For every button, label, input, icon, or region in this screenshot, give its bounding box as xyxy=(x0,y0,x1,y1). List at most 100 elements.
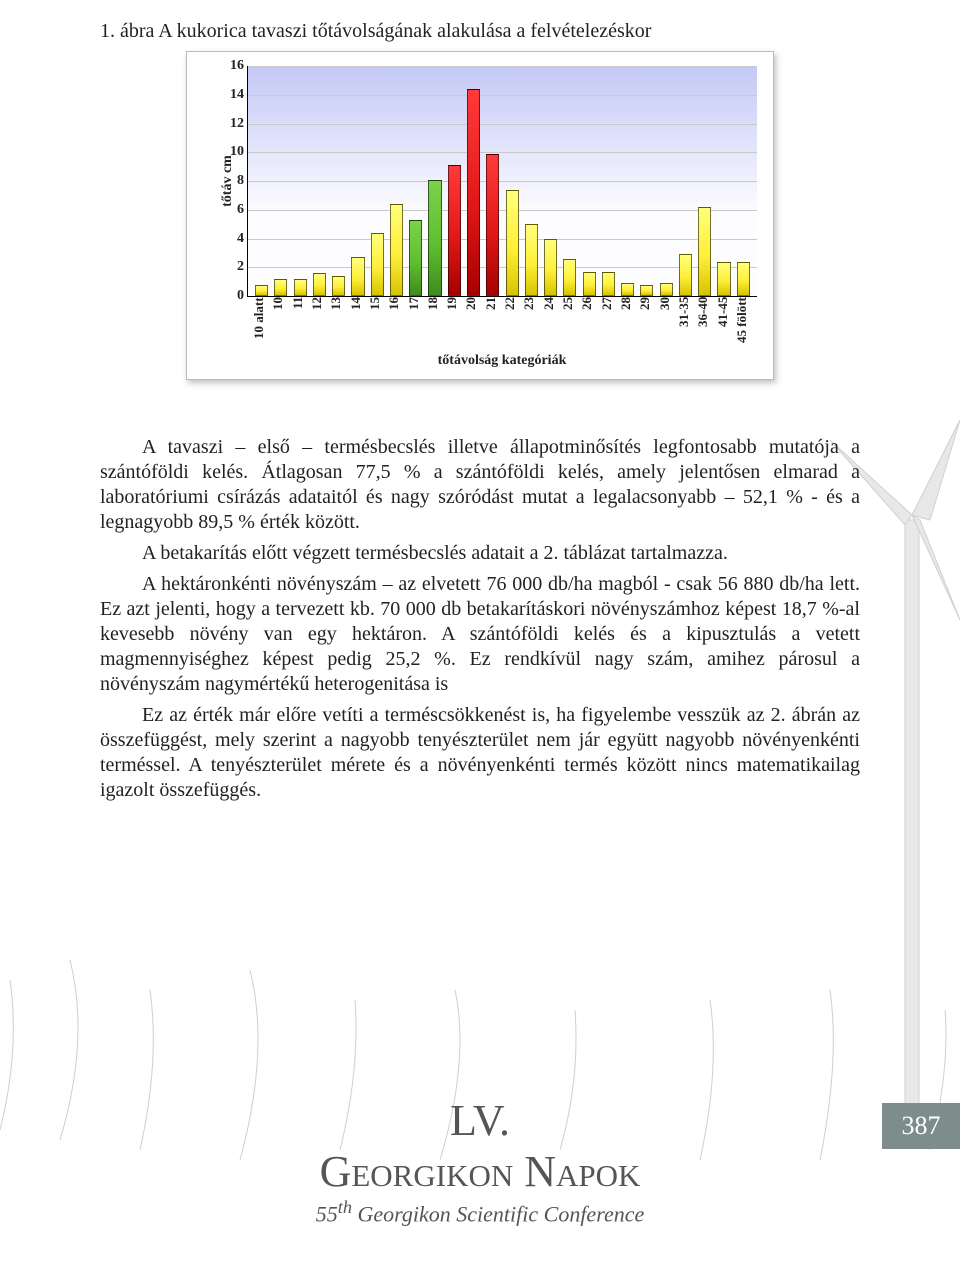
chart-bar-slot xyxy=(387,66,406,296)
chart-bar xyxy=(313,273,326,296)
chart-bar xyxy=(563,259,576,296)
paragraph: A tavaszi – első – termésbecslés illetve… xyxy=(100,435,860,535)
chart-y-tick: 14 xyxy=(218,87,244,103)
page-footer: LV. Georgikon Napok 55th Georgikon Scien… xyxy=(0,1095,960,1227)
chart-bar xyxy=(486,154,499,296)
chart-bar-slot xyxy=(560,66,579,296)
chart-bar-slot xyxy=(368,66,387,296)
page-number-badge: 387 xyxy=(882,1103,960,1149)
chart-bar-slot xyxy=(580,66,599,296)
footer-sub-rest: Georgikon Scientific Conference xyxy=(352,1201,644,1226)
chart-bar-slot xyxy=(599,66,618,296)
chart-x-tick: 30 xyxy=(657,297,676,357)
chart-bar-slot xyxy=(425,66,444,296)
chart-bar xyxy=(737,262,750,297)
chart-bar-slot xyxy=(329,66,348,296)
chart-bar xyxy=(274,279,287,296)
chart-bar-slot xyxy=(618,66,637,296)
chart-y-tick: 0 xyxy=(218,288,244,304)
paragraph: A hektáronkénti növényszám – az elvetett… xyxy=(100,572,860,697)
chart-x-tick: 23 xyxy=(521,297,540,357)
chart-bar xyxy=(506,190,519,296)
figure-caption: 1. ábra A kukorica tavaszi tőtávolságána… xyxy=(100,20,860,43)
chart-bar xyxy=(351,257,364,296)
chart-x-tick: 14 xyxy=(348,297,367,357)
chart-x-tick: 26 xyxy=(579,297,598,357)
chart-x-tick: 24 xyxy=(541,297,560,357)
chart-x-tick: 17 xyxy=(406,297,425,357)
chart-bar-slot xyxy=(695,66,714,296)
chart-x-tick: 18 xyxy=(425,297,444,357)
chart-bar xyxy=(428,180,441,296)
chart-card: 0246810121416 tőtáv cm 10 alatt101112131… xyxy=(186,51,774,380)
chart-x-tick: 45 fölött xyxy=(734,297,753,357)
chart-bar xyxy=(660,283,673,296)
chart-x-tick: 21 xyxy=(483,297,502,357)
chart-bar xyxy=(621,283,634,296)
chart-x-tick: 41-45 xyxy=(715,297,734,357)
chart-x-tick: 27 xyxy=(599,297,618,357)
article-body: A tavaszi – első – termésbecslés illetve… xyxy=(100,435,860,803)
chart-bar xyxy=(640,285,653,297)
chart-bar-slot xyxy=(657,66,676,296)
chart-bar-slot xyxy=(502,66,521,296)
chart-x-tick: 22 xyxy=(502,297,521,357)
chart-x-tick: 36-40 xyxy=(695,297,714,357)
chart-bar-slot xyxy=(406,66,425,296)
chart-x-tick: 10 alatt xyxy=(251,297,270,357)
chart-x-tick: 11 xyxy=(290,297,309,357)
chart-bar xyxy=(448,165,461,296)
chart-bar-slot xyxy=(637,66,656,296)
chart-bars xyxy=(248,66,757,296)
chart-bar xyxy=(467,89,480,296)
chart-bar-slot xyxy=(483,66,502,296)
chart-bar xyxy=(525,224,538,296)
footer-sub-prefix: 55 xyxy=(316,1201,338,1226)
chart-bar-slot xyxy=(676,66,695,296)
chart-bar xyxy=(717,262,730,297)
chart-bar xyxy=(583,272,596,296)
chart-plot-area: 0246810121416 tőtáv cm xyxy=(247,66,757,297)
chart-bar-slot xyxy=(464,66,483,296)
chart-bar-slot xyxy=(445,66,464,296)
chart-bar-slot xyxy=(310,66,329,296)
chart-bar xyxy=(679,254,692,296)
chart-bar xyxy=(371,233,384,296)
chart-y-tick: 2 xyxy=(218,259,244,275)
chart-y-tick: 12 xyxy=(218,116,244,132)
chart-x-tick: 10 xyxy=(270,297,289,357)
footer-subtitle: 55th Georgikon Scientific Conference xyxy=(0,1197,960,1227)
chart-bar-slot xyxy=(348,66,367,296)
chart-bar xyxy=(390,204,403,296)
chart-bar-slot xyxy=(291,66,310,296)
chart-bar-slot xyxy=(271,66,290,296)
chart-bar xyxy=(332,276,345,296)
footer-title-roman: LV. xyxy=(0,1095,960,1146)
chart-bar xyxy=(294,279,307,296)
chart-bar-slot xyxy=(252,66,271,296)
chart-x-tick: 15 xyxy=(367,297,386,357)
footer-title-main: Georgikon Napok xyxy=(0,1146,960,1197)
chart-x-tick: 31-35 xyxy=(676,297,695,357)
chart-x-tick: 19 xyxy=(444,297,463,357)
chart-x-tick: 29 xyxy=(637,297,656,357)
paragraph: Ez az érték már előre vetíti a terméscsö… xyxy=(100,703,860,803)
chart-bar-slot xyxy=(522,66,541,296)
chart-bar-slot xyxy=(734,66,753,296)
chart-y-axis-title: tőtáv cm xyxy=(220,155,236,207)
chart-x-tick: 13 xyxy=(328,297,347,357)
chart-bar xyxy=(602,272,615,296)
chart-bar-slot xyxy=(714,66,733,296)
chart-bar xyxy=(544,239,557,297)
chart-bar xyxy=(698,207,711,296)
chart-x-tick-labels: 10 alatt10111213141516171819202122232425… xyxy=(247,297,757,357)
chart-y-tick: 16 xyxy=(218,58,244,74)
chart-x-tick: 16 xyxy=(386,297,405,357)
chart-y-tick: 4 xyxy=(218,231,244,247)
paragraph: A betakarítás előtt végzett termésbecslé… xyxy=(100,541,860,566)
footer-sub-sup: th xyxy=(338,1197,352,1217)
chart-x-tick: 28 xyxy=(618,297,637,357)
chart-bar xyxy=(255,285,268,297)
chart-bar-slot xyxy=(541,66,560,296)
chart-x-tick: 12 xyxy=(309,297,328,357)
